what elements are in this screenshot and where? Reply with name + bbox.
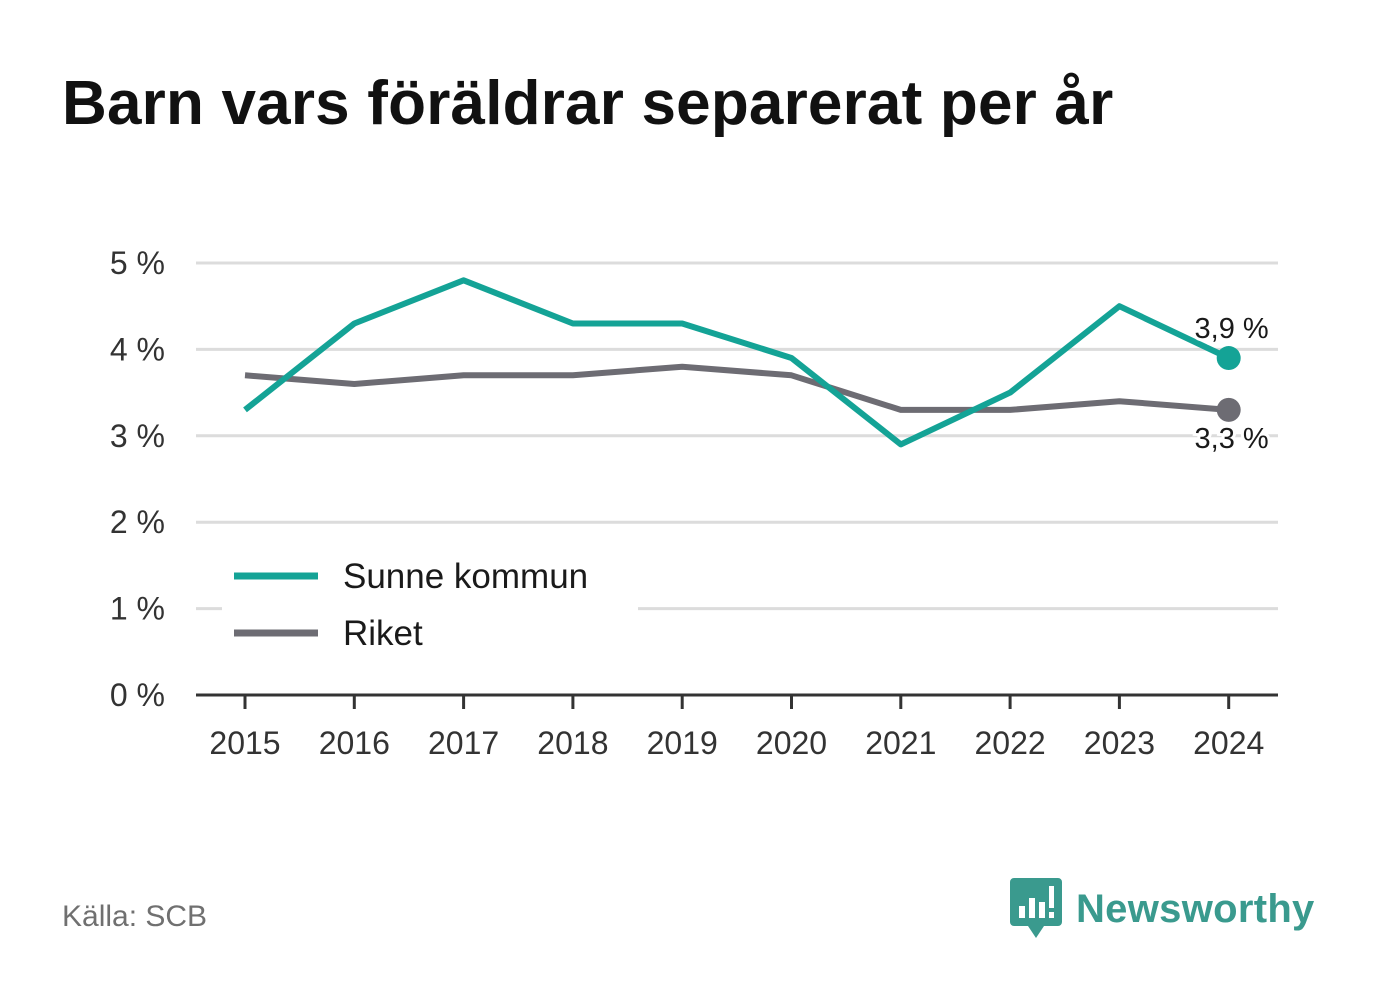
y-tick-label: 3 %	[110, 418, 165, 454]
x-tick-label: 2016	[319, 725, 390, 761]
x-tick-label: 2019	[647, 725, 718, 761]
series-end-point	[1216, 397, 1241, 422]
legend-label: Sunne kommun	[343, 557, 588, 596]
series-end-label: 3,3 %	[1195, 423, 1269, 455]
y-tick-label: 4 %	[110, 331, 165, 367]
series-line-sunne-kommun	[243, 277, 1230, 448]
x-tick-label: 2015	[209, 725, 280, 761]
legend-label: Riket	[343, 614, 423, 653]
y-tick-label: 5 %	[110, 245, 165, 281]
series-end-label: 3,9 %	[1195, 313, 1269, 345]
x-tick-label: 2021	[865, 725, 936, 761]
x-tick-label: 2023	[1084, 725, 1155, 761]
x-tick-label: 2018	[537, 725, 608, 761]
x-tick-label: 2020	[756, 725, 827, 761]
chart-title: Barn vars föräldrar separerat per år	[62, 69, 1114, 138]
legend-background	[222, 550, 638, 670]
y-tick-label: 2 %	[110, 504, 165, 540]
y-tick-label: 1 %	[110, 591, 165, 627]
series-end-point	[1216, 346, 1241, 371]
brand-logo[interactable]: Newsworthy	[1010, 878, 1315, 940]
x-tick-label: 2022	[975, 725, 1046, 761]
source-note: Källa: SCB	[62, 900, 208, 933]
x-tick-label: 2024	[1193, 725, 1264, 761]
series-line-riket	[244, 363, 1229, 413]
y-tick-label: 0 %	[110, 677, 165, 713]
newsworthy-logo-icon	[1010, 878, 1062, 938]
x-tick-label: 2017	[428, 725, 499, 761]
brand-name: Newsworthy	[1076, 886, 1315, 931]
